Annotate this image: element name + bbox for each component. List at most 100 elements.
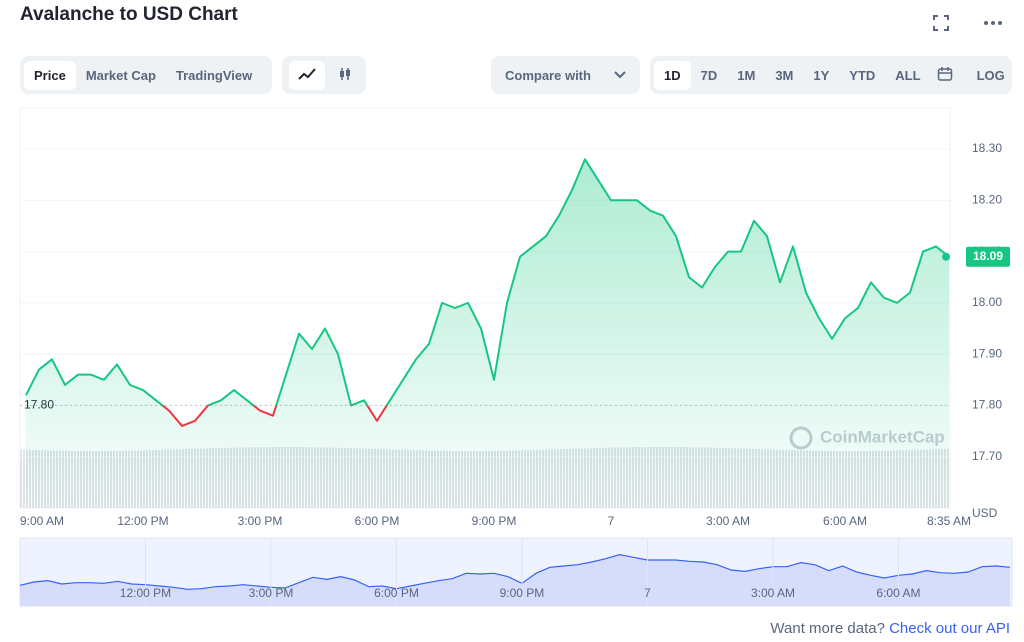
volume-bar <box>584 448 586 508</box>
volume-bar <box>233 447 235 508</box>
volume-bar <box>302 447 304 508</box>
volume-bar <box>923 449 925 508</box>
volume-bar <box>491 450 493 508</box>
volume-bar <box>56 450 58 508</box>
volume-bar <box>539 449 541 508</box>
volume-bar <box>278 447 280 508</box>
range-button[interactable]: ALL <box>895 67 921 83</box>
volume-bar <box>659 447 661 508</box>
log-button[interactable]: LOG <box>976 67 1005 83</box>
volume-bar <box>35 450 37 508</box>
volume-bar <box>557 449 559 508</box>
range-button[interactable]: 1M <box>737 67 756 83</box>
range-button[interactable]: 1D <box>654 60 691 90</box>
volume-bar <box>50 450 52 508</box>
volume-bar <box>884 450 886 508</box>
y-tick-label: 18.10 <box>972 244 1002 258</box>
plot-frame <box>19 107 951 509</box>
range-button[interactable]: YTD <box>849 67 876 83</box>
volume-bar <box>275 447 277 508</box>
volume-bar <box>905 450 907 508</box>
volume-bar <box>872 450 874 508</box>
volume-bar <box>806 450 808 508</box>
volume-bar <box>344 447 346 508</box>
volume-bar <box>500 450 502 508</box>
calendar-button[interactable] <box>931 59 959 92</box>
navigator-label: 12:00 PM <box>120 586 171 600</box>
volume-bar <box>536 449 538 508</box>
volume-bar <box>398 449 400 508</box>
volume-bar <box>530 450 532 508</box>
line-type-button[interactable] <box>288 60 325 90</box>
volume-bar <box>419 450 421 508</box>
volume-bar <box>188 449 190 508</box>
volume-bar <box>26 449 28 508</box>
volume-bar <box>602 447 604 508</box>
candle-type-button[interactable] <box>330 61 360 90</box>
volume-bar <box>167 449 169 508</box>
volume-bar <box>317 447 319 508</box>
volume-bar <box>623 447 625 508</box>
volume-bar <box>209 448 211 508</box>
volume-bar <box>527 450 529 508</box>
footer: Want more data? Check out our API <box>770 620 1010 637</box>
y-tick-label: 18.00 <box>972 295 1002 309</box>
volume-bar <box>683 447 685 508</box>
volume-bar <box>587 448 589 508</box>
volume-bar <box>338 447 340 508</box>
volume-bar <box>935 449 937 508</box>
volume-bar <box>569 448 571 508</box>
volume-bar <box>206 448 208 508</box>
volume-bar <box>41 450 43 508</box>
volume-bar <box>533 450 535 508</box>
x-tick-label: 3:00 PM <box>238 514 283 528</box>
navigator <box>19 537 1013 607</box>
volume-bar <box>542 449 544 508</box>
volume-bar <box>689 447 691 508</box>
fullscreen-icon[interactable] <box>930 12 952 34</box>
volume-bar <box>221 447 223 508</box>
range-button[interactable]: 3M <box>775 67 794 83</box>
compare-select[interactable]: Compare with <box>491 56 640 94</box>
volume-bar <box>743 448 745 508</box>
volume-bar <box>902 450 904 508</box>
volume-bar <box>671 447 673 508</box>
volume-bar <box>467 450 469 508</box>
range-button[interactable]: 1Y <box>813 67 830 83</box>
tab[interactable]: TradingView <box>175 67 253 83</box>
price-tag <box>966 246 1010 267</box>
volume-bar <box>434 450 436 508</box>
volume-bar <box>71 450 73 508</box>
x-tick-label: 6:00 AM <box>823 514 867 528</box>
volume-bar <box>395 449 397 508</box>
volume-bar <box>380 449 382 508</box>
volume-bar <box>725 448 727 508</box>
volume-bar <box>341 447 343 508</box>
more-icon[interactable] <box>982 12 1004 34</box>
tab[interactable]: Price <box>24 60 76 90</box>
volume-bar <box>470 450 472 508</box>
volume-bar <box>494 450 496 508</box>
volume-bar <box>686 447 688 508</box>
chart-type-group <box>282 56 366 94</box>
volume-bar <box>827 450 829 508</box>
volume-bar <box>629 447 631 508</box>
volume-bar <box>800 450 802 508</box>
volume-bar <box>89 450 91 508</box>
tab-group: Price Market Cap TradingView <box>20 56 272 94</box>
tab[interactable]: Market Cap <box>85 67 156 83</box>
volume-bar <box>812 450 814 508</box>
x-tick-label: 7 <box>608 514 615 528</box>
volume-bar <box>236 447 238 508</box>
volume-bar <box>914 449 916 508</box>
range-group: 1D 7D 1M 3M 1Y YTD ALL LOG <box>650 56 1012 94</box>
volume-bar <box>446 450 448 508</box>
y-tick-label: 17.70 <box>972 449 1002 463</box>
range-button[interactable]: 7D <box>700 67 718 83</box>
api-link[interactable]: Check out our API <box>889 620 1010 637</box>
volume-bar <box>695 447 697 508</box>
volume-bar <box>377 449 379 508</box>
x-tick-label: 9:00 AM <box>20 514 64 528</box>
